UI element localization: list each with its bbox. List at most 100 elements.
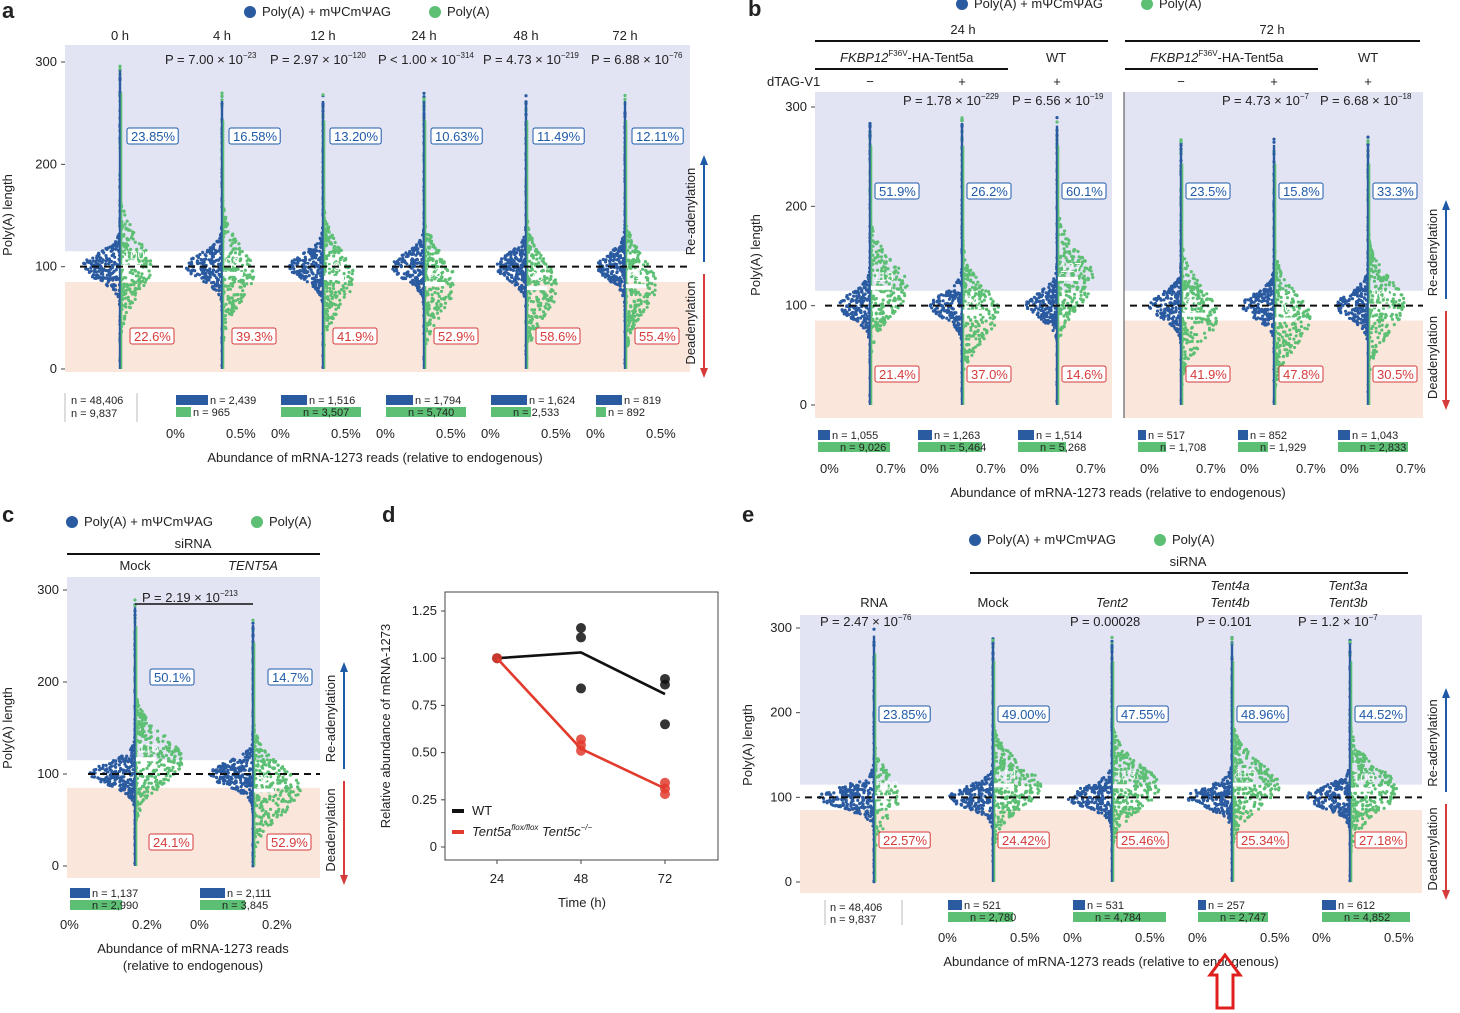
polyA-point: [1085, 295, 1089, 299]
mod-point: [296, 272, 300, 276]
mod-point: [506, 261, 510, 265]
mod-point: [213, 274, 217, 278]
mod-point: [615, 252, 620, 256]
mod-point: [1042, 311, 1046, 315]
p-value-a-0-sup: −23: [243, 51, 257, 60]
mod-point: [865, 306, 869, 310]
polyA-point: [233, 251, 238, 255]
polyA-point: [883, 260, 887, 264]
polyA-point: [632, 299, 636, 303]
mod-point: [1261, 322, 1265, 326]
mod-point: [956, 296, 960, 300]
polyA-point: [541, 289, 545, 293]
x-tick-label: 0.5%: [331, 426, 361, 441]
polyA-point: [1200, 289, 1204, 294]
mod-point: [291, 265, 295, 269]
mod-point: [419, 242, 423, 247]
polyA-point: [1073, 280, 1078, 284]
mod-point: [852, 306, 856, 310]
mod-point: [940, 304, 944, 308]
polyA-point: [879, 244, 883, 248]
mod-point: [1246, 306, 1250, 310]
polyA-point: [432, 315, 436, 319]
polyA-point: [530, 308, 534, 312]
polyA-point: [901, 299, 905, 303]
mod-point: [930, 306, 934, 310]
mod-point: [197, 273, 202, 277]
mod-point: [97, 255, 101, 259]
mod-point: [1176, 279, 1180, 284]
mod-point: [418, 289, 422, 293]
mod-point: [944, 294, 948, 298]
polyA-point: [233, 306, 237, 310]
polyA-point: [988, 316, 992, 320]
mod-point: [108, 245, 112, 249]
mod-point: [1246, 298, 1250, 302]
mod-point: [307, 274, 311, 278]
polyA-point: [542, 314, 547, 318]
polyA-point: [226, 287, 230, 292]
polyA-point: [331, 249, 335, 253]
polyA-point: [333, 240, 337, 245]
polyA-point: [450, 281, 454, 285]
polyA-point: [1193, 281, 1197, 285]
polyA-point: [1203, 336, 1207, 340]
n-mod: n = 1,624: [529, 395, 575, 407]
legend-polyA-label: Poly(A): [447, 4, 490, 19]
readen-pct: 10.63%: [435, 129, 480, 144]
polyA-point: [141, 249, 146, 253]
mod-point: [211, 268, 216, 272]
mod-point: [405, 254, 410, 258]
polyA-point: [437, 316, 441, 320]
mod-point: [1268, 316, 1272, 320]
polyA-point: [334, 269, 338, 273]
mod-point: [1035, 292, 1039, 296]
mod-point: [517, 246, 521, 250]
mod-point: [863, 280, 868, 284]
polyA-point: [328, 289, 332, 294]
mod-point: [1162, 289, 1166, 294]
mod-point: [217, 249, 221, 253]
mod-point: [506, 258, 510, 262]
polyA-point: [1200, 320, 1204, 324]
mod-point: [419, 261, 424, 265]
polyA-point: [528, 259, 532, 263]
polyA-point: [324, 239, 329, 243]
polyA-point: [326, 304, 330, 308]
mod-point: [1257, 311, 1261, 315]
polyA-point: [964, 283, 968, 287]
polyA-point: [964, 321, 969, 325]
polyA-point: [441, 270, 445, 274]
mod-point: [190, 257, 194, 261]
polyA-point: [969, 278, 973, 282]
polyA-point: [239, 280, 243, 284]
polyA-point: [327, 298, 331, 302]
polyA-point: [1186, 264, 1190, 268]
mod-point: [417, 285, 421, 289]
polyA-point: [1059, 312, 1063, 316]
polyA-point: [231, 281, 235, 285]
mod-point: [418, 271, 422, 276]
mod-point: [931, 300, 936, 305]
polyA-point: [427, 287, 432, 291]
polyA-point: [996, 310, 1000, 314]
mod-point: [609, 272, 614, 276]
mod-point: [208, 275, 212, 279]
polyA-point: [894, 269, 898, 273]
polyA-point: [1278, 333, 1282, 337]
polyA-point: [237, 242, 241, 246]
polyA-point: [230, 307, 234, 311]
polyA-point: [1288, 333, 1293, 337]
polyA-point: [350, 272, 354, 276]
polyA-point: [234, 293, 238, 297]
polyA-point: [123, 222, 127, 226]
mod-point: [1048, 288, 1052, 292]
polyA-point: [450, 270, 454, 274]
polyA-point: [242, 284, 247, 288]
polyA-point: [532, 327, 536, 331]
mod-point: [411, 273, 415, 277]
polyA-point: [544, 281, 548, 285]
deaden-pct-box: [231, 327, 277, 345]
polyA-point: [329, 321, 334, 325]
polyA-point: [537, 251, 541, 255]
